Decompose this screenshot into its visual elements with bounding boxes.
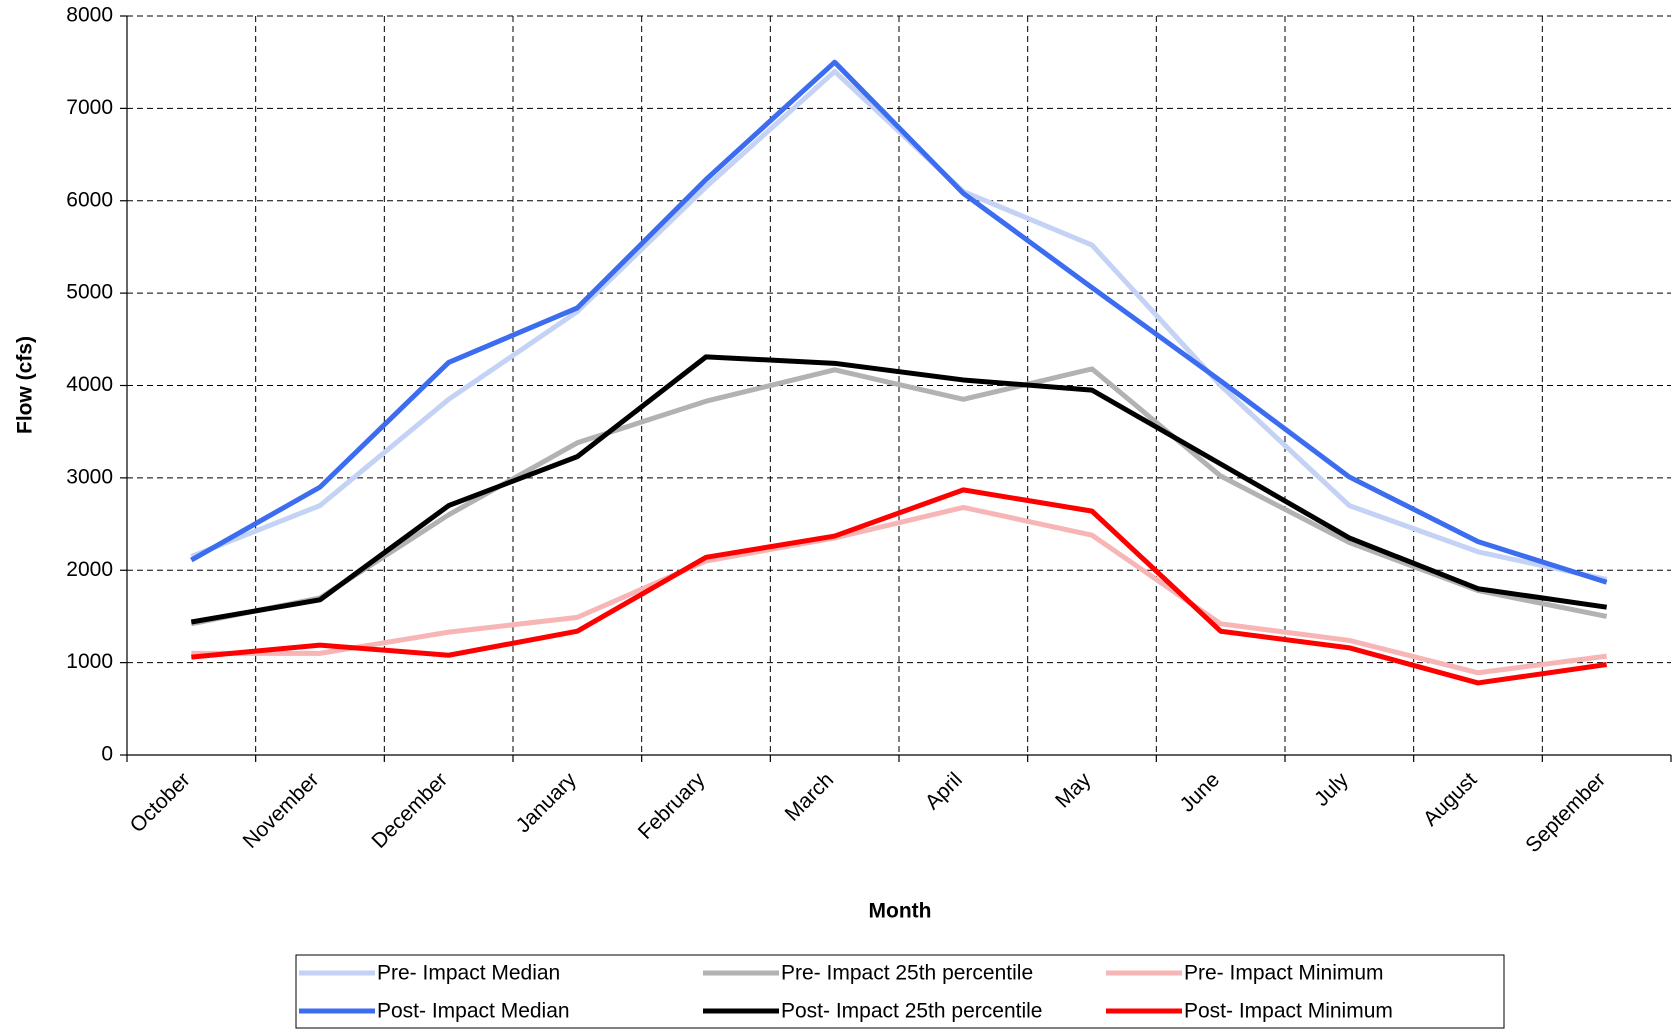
- y-axis-title: Flow (cfs): [14, 336, 37, 434]
- series-line: [191, 504, 1607, 676]
- legend-label: Post- Impact 25th percentile: [781, 1000, 1042, 1023]
- series-line: [190, 68, 1608, 582]
- series-line: [190, 59, 1608, 585]
- x-tick-label: December: [367, 768, 452, 853]
- y-tick-label: 2000: [66, 558, 113, 581]
- y-tick-label: 6000: [66, 188, 113, 211]
- x-tick-label: April: [921, 768, 967, 814]
- x-tick-label: October: [126, 768, 195, 837]
- series-line: [190, 354, 1608, 625]
- legend-label: Post- Impact Minimum: [1184, 1000, 1393, 1023]
- x-axis-title: Month: [869, 900, 932, 923]
- y-tick-label: 1000: [66, 650, 113, 673]
- y-tick-label: 8000: [66, 4, 113, 27]
- x-tick-label: September: [1521, 768, 1610, 857]
- y-tick-label: 5000: [66, 281, 113, 304]
- legend-label: Pre- Impact Median: [377, 962, 560, 985]
- y-tick-label: 3000: [66, 465, 113, 488]
- y-tick-label: 0: [101, 743, 113, 766]
- x-tick-label: August: [1419, 768, 1482, 831]
- x-tick-label: June: [1176, 768, 1224, 816]
- legend-box: [295, 954, 1505, 1029]
- x-tick-label: July: [1310, 768, 1353, 811]
- x-tick-label: November: [239, 768, 324, 853]
- x-tick-label: May: [1051, 768, 1096, 813]
- x-tick-label: March: [781, 768, 839, 826]
- y-tick-label: 4000: [66, 373, 113, 396]
- legend-label: Post- Impact Median: [377, 1000, 570, 1023]
- x-tick-label: February: [634, 768, 710, 844]
- legend-label: Pre- Impact 25th percentile: [781, 962, 1033, 985]
- series-line: [191, 487, 1608, 686]
- x-tick-label: January: [512, 768, 581, 837]
- legend-label: Pre- Impact Minimum: [1184, 962, 1384, 985]
- y-tick-label: 7000: [66, 96, 113, 119]
- series-line: [190, 366, 1608, 627]
